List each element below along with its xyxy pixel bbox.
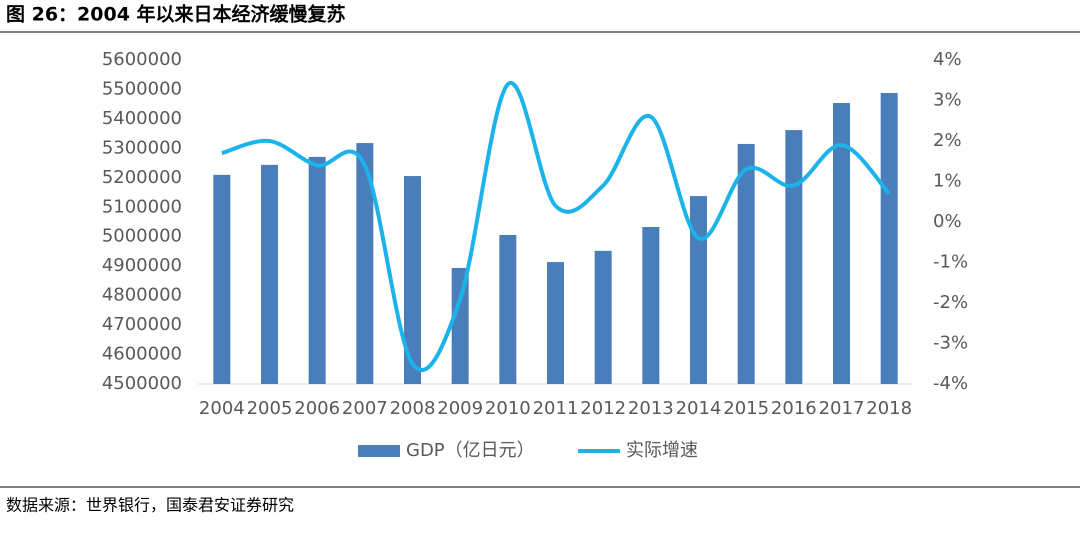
x-tick-label: 2016 xyxy=(771,398,817,419)
y-tick-label: 4800000 xyxy=(102,285,182,306)
bar xyxy=(690,196,707,384)
y2-tick-label: 1% xyxy=(933,171,962,192)
x-tick-label: 2015 xyxy=(723,398,769,419)
y2-tick-label: 3% xyxy=(933,90,962,111)
bar xyxy=(737,143,755,384)
x-tick-label: 2005 xyxy=(247,398,293,419)
bar xyxy=(261,164,278,384)
y-tick-label: 4700000 xyxy=(102,314,182,335)
x-tick-label: 2004 xyxy=(199,398,245,419)
x-tick-label: 2013 xyxy=(628,398,674,419)
y2-tick-label: -3% xyxy=(933,333,968,354)
growth-line xyxy=(221,81,891,372)
y-tick-label: 5200000 xyxy=(102,167,182,188)
y2-tick-label: 2% xyxy=(933,130,962,151)
y-tick-label: 5300000 xyxy=(102,137,182,158)
x-tick-label: 2017 xyxy=(819,398,865,419)
legend-label: 实际增速 xyxy=(626,440,698,461)
x-tick-label: 2014 xyxy=(676,398,722,419)
bar xyxy=(308,156,326,384)
y2-tick-label: 0% xyxy=(933,211,962,232)
chart-title: 图 26：2004 年以来日本经济缓慢复苏 xyxy=(6,3,346,26)
bar xyxy=(594,250,612,384)
bar xyxy=(547,262,564,384)
y-tick-label: 5600000 xyxy=(102,49,182,70)
y-tick-label: 4500000 xyxy=(102,373,182,394)
y2-tick-label: -4% xyxy=(933,373,968,394)
y-tick-label: 4900000 xyxy=(102,255,182,276)
legend-swatch xyxy=(358,445,400,457)
bar xyxy=(833,103,850,385)
y-tick-label: 5400000 xyxy=(102,108,182,129)
x-tick-label: 2008 xyxy=(390,398,436,419)
x-tick-label: 2010 xyxy=(485,398,531,419)
bar xyxy=(213,174,231,384)
y-tick-label: 5500000 xyxy=(102,78,182,99)
y-tick-label: 4600000 xyxy=(102,344,182,365)
bar xyxy=(356,143,374,384)
y2-tick-label: -2% xyxy=(933,292,968,313)
bar xyxy=(642,227,660,384)
y-tick-label: 5000000 xyxy=(102,226,182,247)
x-tick-label: 2009 xyxy=(437,398,483,419)
y2-tick-label: -1% xyxy=(933,252,968,273)
x-tick-label: 2011 xyxy=(533,398,579,419)
y2-tick-label: 4% xyxy=(933,49,962,70)
x-tick-label: 2018 xyxy=(866,398,912,419)
bar xyxy=(404,176,421,384)
x-tick-label: 2006 xyxy=(294,398,340,419)
x-tick-label: 2007 xyxy=(342,398,388,419)
legend-label: GDP（亿日元） xyxy=(406,440,535,461)
bar xyxy=(451,267,469,384)
bar xyxy=(499,234,517,384)
bar xyxy=(880,92,898,385)
y-tick-label: 5100000 xyxy=(102,196,182,217)
x-tick-label: 2012 xyxy=(580,398,626,419)
bar xyxy=(785,130,803,384)
source: 数据来源：世界银行，国泰君安证券研究 xyxy=(6,496,294,515)
